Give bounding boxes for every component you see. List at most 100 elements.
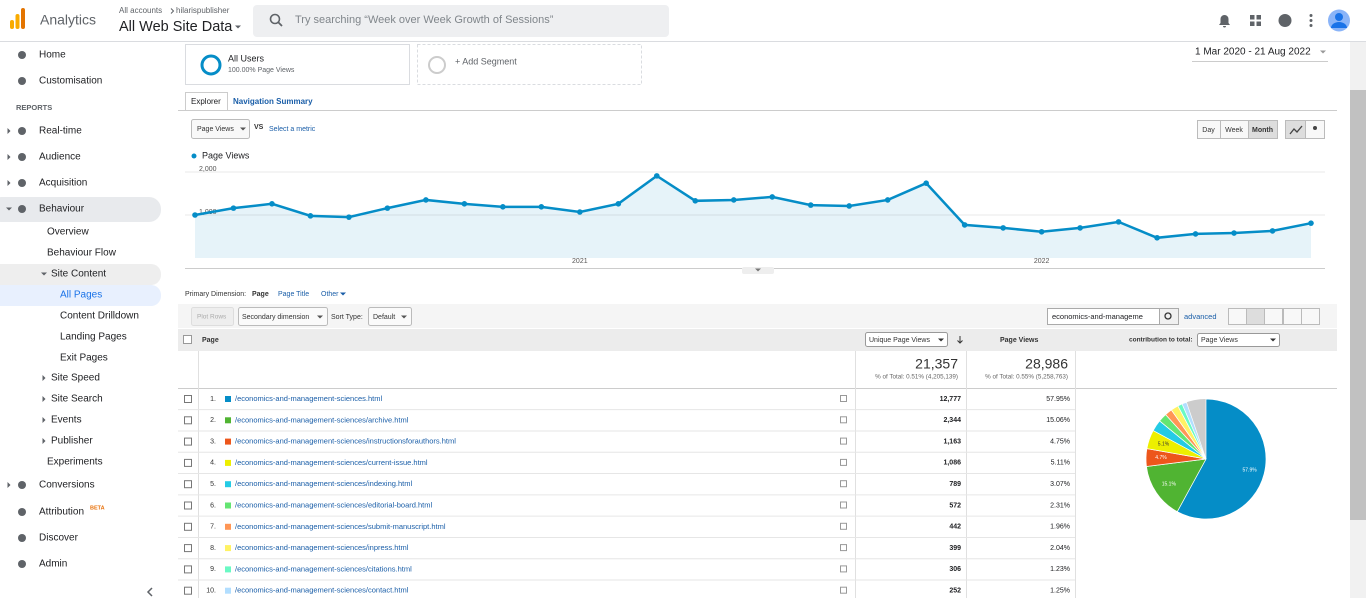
row-checkbox[interactable] bbox=[184, 395, 192, 403]
row-checkbox[interactable] bbox=[184, 586, 192, 595]
nav-item[interactable]: Behaviour bbox=[39, 204, 85, 215]
view-toggle[interactable] bbox=[1301, 308, 1320, 325]
breadcrumb[interactable]: hilarispublisher bbox=[176, 6, 230, 15]
contribution-dropdown[interactable] bbox=[1197, 333, 1280, 347]
nav-item[interactable]: Audience bbox=[39, 152, 81, 163]
dimension[interactable]: Other bbox=[321, 291, 339, 298]
add-segment-label[interactable]: + Add Segment bbox=[455, 56, 517, 66]
primary-dimension-label: Primary Dimension: bbox=[185, 291, 246, 298]
granularity-button[interactable] bbox=[1248, 120, 1278, 139]
nav-item[interactable]: Behaviour Flow bbox=[47, 248, 117, 259]
scrollbar-thumb[interactable] bbox=[1350, 90, 1366, 520]
add-segment[interactable] bbox=[417, 44, 642, 85]
nav-item[interactable]: Exit Pages bbox=[60, 353, 108, 364]
point bbox=[230, 205, 237, 211]
open-page-icon[interactable] bbox=[840, 501, 847, 509]
segment-card[interactable] bbox=[185, 44, 410, 85]
row-checkbox[interactable] bbox=[184, 437, 192, 446]
nav-item[interactable]: Acquisition bbox=[39, 178, 87, 189]
nav-item[interactable]: Conversions bbox=[39, 480, 95, 491]
apps-icon[interactable] bbox=[1250, 15, 1261, 26]
breadcrumb[interactable]: All accounts bbox=[119, 6, 162, 15]
page-link[interactable]: /economics-and-management-sciences/inpre… bbox=[235, 543, 409, 552]
nav-item[interactable]: All Pages bbox=[60, 290, 102, 301]
sort-column[interactable] bbox=[865, 332, 948, 347]
row-checkbox[interactable] bbox=[184, 544, 192, 553]
view-toggle[interactable] bbox=[1283, 308, 1302, 325]
nav-item[interactable]: Real-time bbox=[39, 126, 82, 137]
more-icon[interactable] bbox=[1309, 14, 1313, 27]
nav-item[interactable]: Landing Pages bbox=[60, 332, 127, 343]
page-link[interactable]: /economics-and-management-sciences/curre… bbox=[235, 458, 428, 467]
open-page-icon[interactable] bbox=[840, 395, 847, 402]
open-page-icon[interactable] bbox=[840, 437, 847, 445]
nav-item[interactable]: Site Content bbox=[51, 269, 106, 280]
nav-item[interactable]: Site Speed bbox=[51, 373, 100, 384]
page-link[interactable]: /economics-and-management-sciences/instr… bbox=[235, 437, 456, 446]
point bbox=[846, 203, 853, 209]
help-icon[interactable] bbox=[1278, 14, 1292, 27]
page-views-share: 2.04% bbox=[1050, 545, 1070, 552]
open-page-icon[interactable] bbox=[840, 544, 847, 552]
date-range[interactable]: 1 Mar 2020 - 21 Aug 2022 bbox=[1195, 47, 1311, 58]
nav-item[interactable]: Discover bbox=[39, 533, 79, 544]
nav-item[interactable]: Home bbox=[39, 50, 66, 61]
tab[interactable]: Explorer bbox=[191, 97, 221, 106]
nav-item[interactable]: Attribution bbox=[39, 507, 84, 518]
row-checkbox[interactable] bbox=[184, 480, 192, 489]
row-checkbox[interactable] bbox=[184, 565, 192, 574]
view-toggle[interactable] bbox=[1246, 308, 1265, 325]
nav-item[interactable]: Events bbox=[51, 415, 82, 426]
page-link[interactable]: /economics-and-management-sciences/index… bbox=[235, 479, 413, 488]
nav-item[interactable]: Site Search bbox=[51, 394, 103, 405]
filter-search[interactable] bbox=[1159, 308, 1179, 325]
search-box[interactable] bbox=[253, 5, 669, 37]
nav-item[interactable]: Overview bbox=[47, 227, 89, 238]
open-page-icon[interactable] bbox=[840, 565, 847, 573]
select-all[interactable] bbox=[183, 335, 192, 344]
dimension[interactable]: Page Title bbox=[278, 291, 309, 298]
view-toggle[interactable] bbox=[1264, 308, 1283, 325]
x-tick-label: 2022 bbox=[1034, 258, 1050, 265]
nav-item[interactable]: Admin bbox=[39, 559, 67, 570]
secondary-dimension[interactable] bbox=[238, 307, 328, 326]
tab[interactable]: Navigation Summary bbox=[233, 97, 313, 106]
page-link[interactable]: /economics-and-management-sciences.html bbox=[235, 394, 382, 403]
plot-rows-button[interactable] bbox=[191, 307, 234, 326]
add-segment-icon bbox=[428, 56, 446, 74]
page-link[interactable]: /economics-and-management-sciences/archi… bbox=[235, 415, 409, 424]
view-toggle[interactable] bbox=[1228, 308, 1247, 325]
row-checkbox[interactable] bbox=[184, 501, 192, 510]
open-page-icon[interactable] bbox=[840, 416, 847, 424]
page-link[interactable]: /economics-and-management-sciences/citat… bbox=[235, 564, 412, 573]
row-checkbox[interactable] bbox=[184, 416, 192, 425]
open-page-icon[interactable] bbox=[840, 522, 847, 530]
page-link[interactable]: /economics-and-management-sciences/conta… bbox=[235, 586, 409, 595]
point bbox=[961, 222, 968, 228]
chart-type-button[interactable] bbox=[1285, 120, 1306, 139]
row-checkbox[interactable] bbox=[184, 522, 192, 531]
nav-item[interactable]: Content Drilldown bbox=[60, 311, 139, 322]
open-page-icon[interactable] bbox=[840, 480, 847, 488]
open-page-icon[interactable] bbox=[840, 586, 847, 594]
dimension: Page bbox=[252, 291, 269, 298]
open-page-icon[interactable] bbox=[840, 458, 847, 466]
page-link[interactable]: /economics-and-management-sciences/edito… bbox=[235, 500, 433, 509]
view-selector[interactable]: All Web Site Data bbox=[119, 19, 233, 35]
sort-type-dropdown[interactable] bbox=[368, 307, 412, 326]
point bbox=[653, 173, 660, 179]
nav-expander bbox=[42, 417, 46, 423]
unique-page-views: 572 bbox=[949, 502, 961, 509]
nav-item[interactable]: Publisher bbox=[51, 436, 93, 447]
select-metric[interactable]: Select a metric bbox=[269, 126, 316, 133]
notifications-icon[interactable] bbox=[1219, 15, 1230, 28]
metric-dropdown[interactable] bbox=[191, 119, 250, 139]
nav-item[interactable]: Experiments bbox=[47, 457, 103, 468]
nav-highlight bbox=[0, 197, 161, 222]
nav-item[interactable]: Customisation bbox=[39, 76, 102, 87]
total-views: 28,986 bbox=[1025, 356, 1068, 372]
row-checkbox[interactable] bbox=[184, 458, 192, 467]
page-link[interactable]: /economics-and-management-sciences/submi… bbox=[235, 522, 446, 531]
advanced-link[interactable]: advanced bbox=[1184, 312, 1217, 321]
